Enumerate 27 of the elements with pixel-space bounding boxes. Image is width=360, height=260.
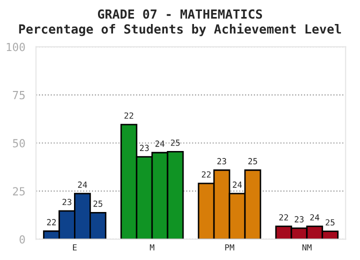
x-tick-label: PM [225, 244, 234, 250]
chart-subtitle: Percentage of Students by Achievement Level [19, 23, 341, 36]
x-tick-label: M [150, 244, 154, 250]
chart-title: GRADE 07 - MATHEMATICS [98, 9, 262, 19]
y-tick-label: 100 [6, 42, 25, 52]
y-tick-label: 0 [20, 235, 25, 244]
text: 25 [248, 158, 258, 164]
text: 23 [294, 216, 304, 222]
text: 22 [124, 112, 134, 119]
text: 25 [170, 140, 180, 146]
text: 22 [279, 214, 288, 220]
series-label: 24 [78, 182, 88, 188]
series-label: 23 [62, 198, 72, 206]
y-tick-label: 75 [12, 91, 25, 100]
series-label: 25 [94, 200, 102, 207]
y-tick-label: 50 [12, 139, 25, 148]
text: 23 [217, 158, 226, 164]
text: 23 [140, 144, 149, 152]
text: 25 [326, 219, 334, 226]
text: 22 [202, 171, 211, 178]
series-label: 22 [47, 219, 56, 226]
x-tick-label: E [72, 244, 77, 250]
x-tick-label: NM [302, 244, 312, 250]
text: 24 [155, 140, 164, 147]
text: 24 [310, 214, 320, 220]
y-tick-label: 25 [13, 187, 25, 196]
text: 24 [232, 182, 242, 188]
